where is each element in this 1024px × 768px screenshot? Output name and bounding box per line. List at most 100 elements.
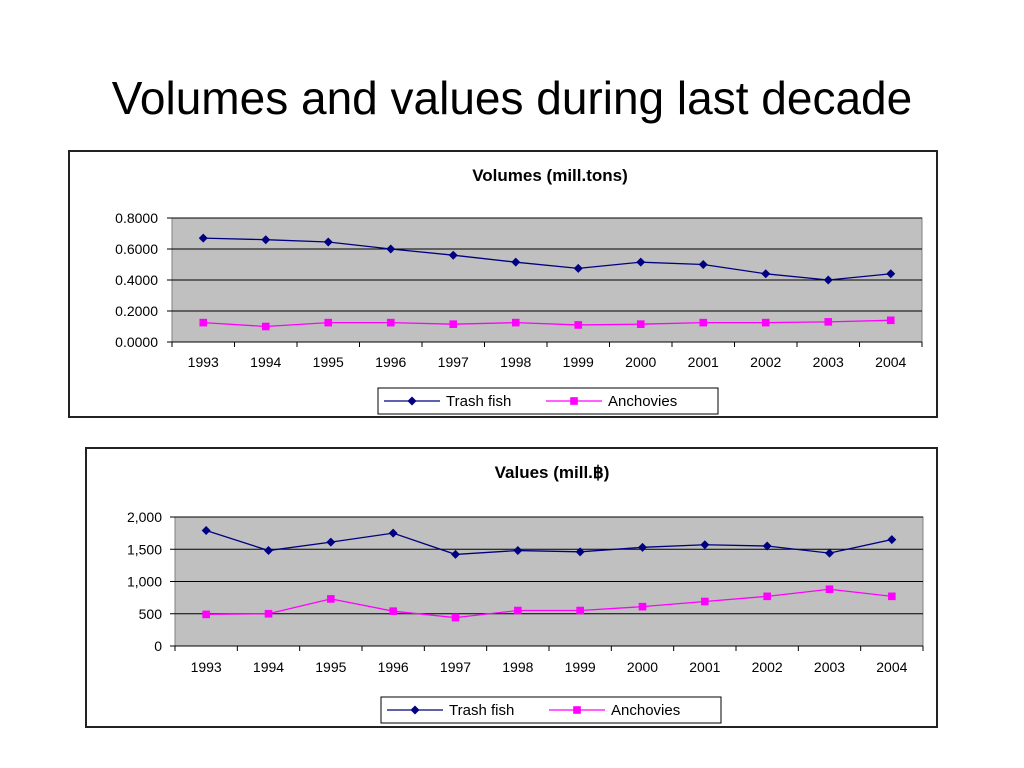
series-line-trash-fish xyxy=(203,237,891,281)
x-tick-label: 2003 xyxy=(814,659,845,675)
x-tick-label: 2000 xyxy=(625,354,656,370)
legend-swatch-marker xyxy=(573,706,581,714)
legend-swatch-marker xyxy=(570,397,578,405)
x-tick-label: 1997 xyxy=(438,354,469,370)
volumes-chart: Volumes (mill.tons) 0.0000 0.2000 0.4000 0.6… xyxy=(68,150,938,418)
x-tick-label: 2001 xyxy=(689,659,720,675)
y-tick-label: 1,500 xyxy=(127,541,162,557)
anchovies-point xyxy=(699,318,708,327)
series-line-trash-fish xyxy=(205,529,892,556)
x-tick-label: 2001 xyxy=(688,354,719,370)
anchovies-point xyxy=(261,322,270,331)
legend-label: Anchovies xyxy=(608,393,677,410)
x-tick-label: 2004 xyxy=(876,659,907,675)
trash-fish-point xyxy=(388,528,398,538)
anchovies-point xyxy=(327,595,335,603)
x-tick-label: 1999 xyxy=(563,354,594,370)
x-tick-label: 1995 xyxy=(315,659,346,675)
x-tick-label: 1995 xyxy=(313,354,344,370)
anchovies-point xyxy=(574,321,583,329)
anchovies-point xyxy=(386,318,395,327)
trash-fish-point xyxy=(698,260,708,269)
values-chart: Values (mill.฿) 0 500 1,000 1,500 2,000 1993 19… xyxy=(85,447,938,728)
y-tick-label: 0.8000 xyxy=(115,210,158,226)
anchovies-point xyxy=(264,609,273,618)
trash-fish-point xyxy=(513,546,523,556)
trash-fish-point xyxy=(886,269,896,279)
trash-fish-point xyxy=(264,546,273,556)
y-tick-label: 2,000 xyxy=(127,509,162,525)
anchovies-point xyxy=(451,613,460,622)
legend-label: Anchovies xyxy=(611,702,680,719)
trash-fish-point xyxy=(323,237,333,247)
trash-fish-point xyxy=(448,250,458,260)
x-tick-label: 1996 xyxy=(378,659,409,675)
y-tick-label: 0.6000 xyxy=(115,241,158,257)
x-tick-label: 1996 xyxy=(375,354,406,370)
anchovies-point xyxy=(638,602,647,611)
chart-title: Values (mill.฿) xyxy=(495,463,610,482)
y-tick-label: 0.4000 xyxy=(115,272,158,288)
volumes-chart-svg: Volumes (mill.tons) 0.0000 0.2000 0.4000 0.6… xyxy=(115,166,923,415)
trash-fish-point xyxy=(573,263,583,273)
anchovies-point xyxy=(701,597,709,606)
anchovies-point xyxy=(888,592,896,601)
trash-fish-point xyxy=(198,233,208,243)
anchovies-point xyxy=(886,316,895,325)
anchovies-point xyxy=(389,607,397,615)
anchovies-point xyxy=(576,606,584,615)
trash-fish-point xyxy=(823,275,833,285)
trash-fish-point xyxy=(825,548,834,558)
trash-fish-point xyxy=(386,244,396,254)
series-line-anchovies xyxy=(203,319,891,328)
x-tick-label: 1993 xyxy=(188,354,219,370)
x-tick-label: 1998 xyxy=(502,659,533,675)
series-line-anchovies xyxy=(206,588,892,619)
trash-fish-point xyxy=(511,257,521,267)
x-tick-label: 2000 xyxy=(627,659,658,675)
legend-swatch-marker xyxy=(407,396,417,406)
anchovies-point xyxy=(761,318,770,327)
anchovies-point xyxy=(199,318,208,327)
trash-fish-point xyxy=(201,526,211,536)
y-tick-label: 1,000 xyxy=(127,574,162,590)
trash-fish-point xyxy=(638,542,647,552)
trash-fish-point xyxy=(887,535,897,545)
y-tick-label: 0.2000 xyxy=(115,303,158,319)
values-chart-svg: Values (mill.฿) 0 500 1,000 1,500 2,000 1993 19… xyxy=(127,463,924,724)
anchovies-point xyxy=(449,320,458,328)
x-tick-label: 2004 xyxy=(875,354,906,370)
trash-fish-point xyxy=(451,549,460,559)
legend-label: Trash fish xyxy=(449,702,514,719)
trash-fish-point xyxy=(700,540,710,550)
x-tick-label: 1999 xyxy=(565,659,596,675)
x-tick-label: 2002 xyxy=(750,354,781,370)
trash-fish-point xyxy=(261,235,271,245)
y-tick-label: 0.0000 xyxy=(115,334,158,350)
trash-fish-point xyxy=(761,269,771,279)
anchovies-point xyxy=(763,592,771,601)
x-tick-label: 2002 xyxy=(752,659,783,675)
x-tick-label: 1993 xyxy=(191,659,222,675)
anchovies-point xyxy=(324,318,333,327)
chart-title: Volumes (mill.tons) xyxy=(472,166,628,185)
y-tick-label: 0 xyxy=(154,638,162,654)
legend-label: Trash fish xyxy=(446,393,511,410)
trash-fish-point xyxy=(575,547,585,557)
anchovies-point xyxy=(202,610,210,619)
legend-swatch-marker xyxy=(410,705,420,715)
trash-fish-point xyxy=(326,537,336,547)
trash-fish-point xyxy=(636,257,646,267)
anchovies-point xyxy=(825,585,834,594)
slide-title: Volumes and values during last decade xyxy=(111,72,913,124)
x-tick-label: 1994 xyxy=(253,659,284,675)
x-tick-label: 1998 xyxy=(500,354,531,370)
anchovies-point xyxy=(511,318,520,327)
x-tick-label: 1997 xyxy=(440,659,471,675)
anchovies-point xyxy=(824,318,833,326)
x-tick-label: 1994 xyxy=(250,354,281,370)
anchovies-point xyxy=(514,606,522,615)
trash-fish-point xyxy=(762,541,772,551)
anchovies-point xyxy=(636,320,645,328)
y-tick-label: 500 xyxy=(139,606,163,622)
